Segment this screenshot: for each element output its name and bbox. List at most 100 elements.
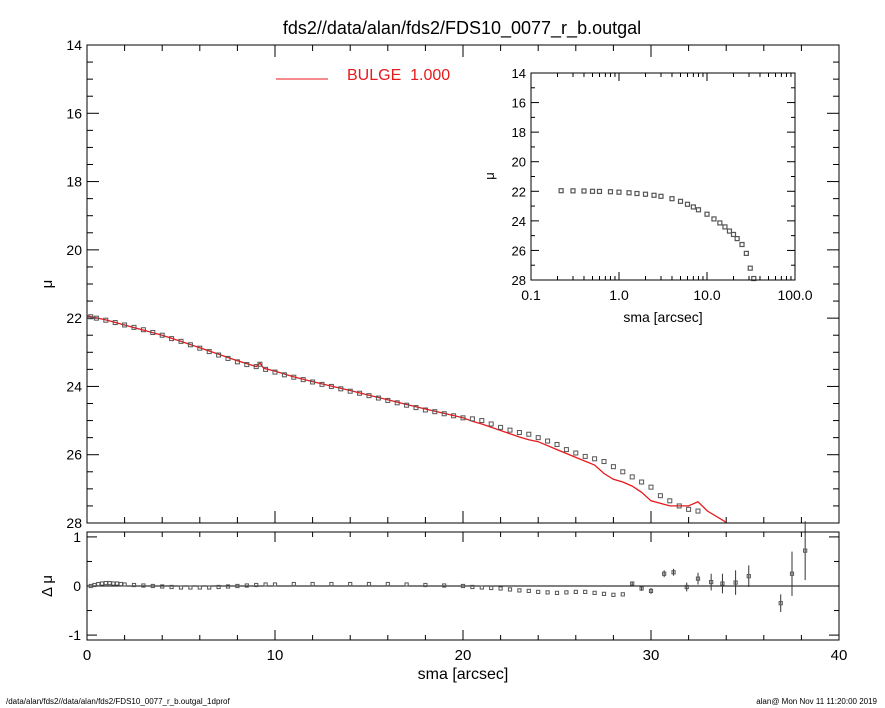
main-data-point <box>404 402 410 408</box>
bulge-model-line <box>87 315 727 523</box>
inset-data-point <box>651 192 657 198</box>
residual-axis-ticks: 10-10 10 20 30 40 <box>69 529 848 664</box>
main-y-tick-label: 24 <box>66 378 82 394</box>
main-data-point <box>93 315 99 321</box>
main-data-point <box>535 435 541 441</box>
residual-data-point <box>803 548 808 553</box>
inset-data-point <box>730 231 737 238</box>
inset-data-point <box>704 211 710 217</box>
main-data-point <box>554 441 560 447</box>
residual-y-axis-label: Δ μ <box>39 575 56 597</box>
main-data-point <box>620 469 626 475</box>
inset-data-point <box>589 188 596 194</box>
residual-data-point <box>423 582 428 588</box>
main-axis-ticks: 14 16 18 20 22 24 26 28 <box>66 37 840 531</box>
inset-data-point <box>734 236 740 242</box>
main-data-point <box>310 379 316 385</box>
inset-data-point <box>684 201 691 207</box>
residual-x-tick-label: 20 <box>455 647 472 664</box>
residual-x-axis-label: sma [arcsec] <box>418 666 509 683</box>
inset-data-point <box>634 190 640 197</box>
residual-data-point <box>122 582 127 587</box>
main-data-point <box>385 397 391 403</box>
inset-x-tick-label: 100.0 <box>777 287 812 303</box>
residual-data-point <box>733 580 738 585</box>
residual-data-point <box>272 582 278 587</box>
residual-y-tick-label: 1 <box>73 529 81 545</box>
residual-data-point <box>684 584 689 590</box>
main-y-tick-label: 20 <box>66 242 82 258</box>
inset-data-point <box>747 265 753 271</box>
main-data-point <box>169 336 175 342</box>
main-data-point <box>563 447 569 453</box>
inset-data-point <box>626 190 632 196</box>
residual-data-point <box>348 581 353 587</box>
residual-data-point <box>160 584 165 589</box>
residual-data-point <box>536 589 541 594</box>
residual-data-point <box>648 588 654 594</box>
residual-data-point <box>620 592 625 597</box>
inset-data-point <box>642 191 649 197</box>
footer-file-path: /data/alan/fds2//data/alan/fds2/FDS10_00… <box>6 697 230 706</box>
main-data-point <box>507 427 513 433</box>
inset-x-tick-label: 1.0 <box>609 287 629 303</box>
residual-data-points <box>88 521 808 613</box>
residual-data-point <box>778 601 783 606</box>
residual-data-point <box>554 590 560 595</box>
residual-data-point <box>111 581 116 586</box>
residual-data-point <box>92 582 97 588</box>
residual-data-point <box>746 574 751 579</box>
main-y-tick-label: 16 <box>66 105 82 121</box>
inset-data-point <box>717 220 723 226</box>
residual-data-point <box>103 580 108 586</box>
main-data-point <box>413 405 419 411</box>
inset-data-point <box>739 241 745 248</box>
inset-frame <box>530 72 796 281</box>
residual-x-tick-label: 40 <box>831 647 848 664</box>
residual-data-point <box>99 581 105 586</box>
inset-y-tick-label: 18 <box>512 125 526 140</box>
main-y-tick-label: 28 <box>66 515 82 531</box>
main-data-point <box>159 332 165 338</box>
residual-data-point <box>141 583 146 588</box>
inset-data-point <box>616 189 622 195</box>
inset-data-point <box>695 207 702 213</box>
main-data-point <box>573 450 579 456</box>
inset-data-point <box>570 188 576 194</box>
residual-data-point <box>479 585 484 590</box>
main-data-point <box>263 366 269 372</box>
residual-data-point <box>526 588 531 594</box>
residual-data-point <box>489 585 494 591</box>
residual-data-point <box>573 589 578 594</box>
main-data-point <box>103 317 109 323</box>
main-data-point <box>667 498 673 504</box>
residual-data-point <box>216 584 221 590</box>
main-data-point <box>479 418 485 424</box>
inset-data-point <box>558 188 564 194</box>
main-data-point <box>178 338 184 344</box>
main-data-point <box>545 438 551 444</box>
main-data-point <box>639 479 645 485</box>
main-y-tick-label: 14 <box>66 37 82 53</box>
inset-data-point <box>607 189 614 195</box>
main-data-point <box>347 388 353 394</box>
inset-background <box>529 71 796 282</box>
main-plot-panel: 14 16 18 20 22 24 26 28 μ BULGE 1.000 <box>39 37 840 531</box>
residual-data-point <box>662 571 667 576</box>
residual-data-point <box>291 581 296 587</box>
residual-data-point <box>118 581 123 587</box>
residual-data-point <box>442 583 447 588</box>
residual-x-tick-label: 0 <box>83 647 91 664</box>
residual-data-point <box>470 584 475 590</box>
main-data-point <box>150 329 156 335</box>
main-data-point <box>610 464 616 470</box>
residual-data-point <box>709 579 714 585</box>
residual-data-point <box>404 582 409 587</box>
residual-x-tick-label: 10 <box>267 647 284 664</box>
residual-data-point <box>460 583 466 589</box>
inset-y-axis-label: μ <box>482 172 497 180</box>
main-data-point <box>122 322 128 328</box>
main-data-point <box>291 374 297 380</box>
residual-frame <box>86 531 840 641</box>
main-data-point <box>197 345 203 351</box>
